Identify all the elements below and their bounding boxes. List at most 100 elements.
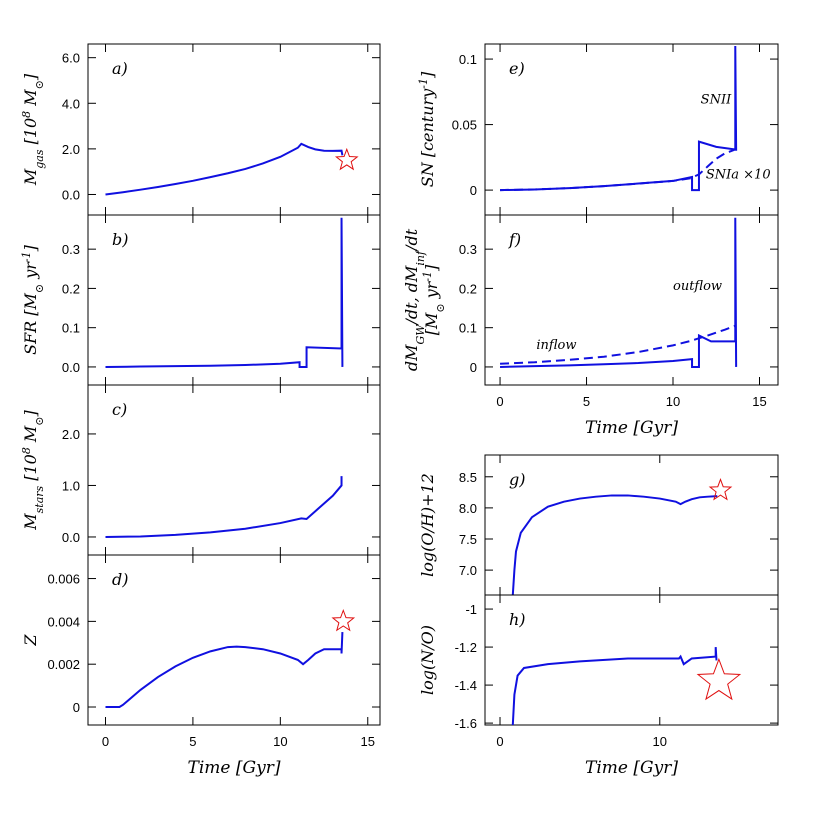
x-axis-label: Time [Gyr] [188, 758, 281, 778]
y-tick-label: 4.0 [62, 96, 80, 111]
y-axis-label: SN [century-1] [417, 71, 438, 187]
y-tick-label: 0 [73, 700, 80, 715]
x-tick-label: 0 [102, 734, 109, 749]
y-axis-label-part: SFR [M [21, 292, 40, 354]
y-tick-label: 0.0 [62, 187, 80, 202]
y-tick-label: 0.3 [459, 242, 477, 257]
y-axis-label-part: ⊙ [33, 80, 46, 89]
y-axis-label-part: Z [21, 634, 40, 647]
y-tick-label: 0 [470, 360, 477, 375]
data-line [500, 148, 736, 192]
y-axis-label-part: M [21, 425, 40, 447]
y-tick-label: -1.6 [455, 716, 477, 731]
data-line [511, 647, 718, 726]
y-axis-label-part: [10 [21, 118, 40, 150]
y-axis-label-part: log(N/O) [418, 625, 437, 695]
panel-label: h) [509, 610, 526, 629]
y-axis-label-part: gas [33, 149, 46, 169]
y-axis-label-part: /dt [402, 228, 421, 253]
y-tick-label: -1 [465, 602, 477, 617]
observation-star [331, 608, 356, 632]
panel-label: b) [112, 230, 128, 249]
panel-frame [484, 454, 779, 596]
y-axis-label: log(N/O) [418, 625, 437, 695]
y-axis-label-part: SN [century [418, 88, 437, 187]
y-tick-label: 2.0 [62, 142, 80, 157]
y-axis-label-part: 8 [20, 447, 33, 454]
data-line [105, 142, 344, 196]
y-tick-label: 0.05 [452, 118, 477, 133]
data-line [105, 632, 344, 709]
panel-label: a) [112, 59, 128, 78]
panel-label: c) [112, 400, 127, 419]
x-axis-label: Time [Gyr] [585, 758, 678, 778]
y-axis-label-part: -1 [417, 78, 430, 89]
data-line [105, 217, 344, 368]
y-axis-label-part: ] [21, 409, 40, 417]
y-tick-label: 0.3 [62, 242, 80, 257]
y-axis-label-part: 8 [20, 111, 33, 118]
y-tick-label: 8.0 [459, 501, 477, 516]
panel-frame [87, 554, 381, 726]
y-tick-label: -1.4 [455, 678, 477, 693]
y-axis-label-part: /dt, dM [402, 265, 421, 326]
y-tick-label: 0.2 [459, 281, 477, 296]
panel-label: e) [509, 59, 525, 78]
y-axis-label-part: ⊙ [33, 416, 46, 425]
y-axis-label-part: yr [422, 280, 441, 303]
y-axis-label-part: ] [422, 264, 441, 272]
x-tick-label: 15 [361, 734, 375, 749]
x-tick-label: 10 [653, 734, 667, 749]
panel-frame [484, 214, 779, 386]
y-axis-label-part: GW [414, 323, 427, 345]
y-axis-label-part: M [21, 89, 40, 111]
panel-label: d) [112, 570, 128, 589]
y-tick-label: 7.5 [459, 532, 477, 547]
y-tick-label: 0.1 [459, 52, 477, 67]
y-axis-label: Mstars [108 M⊙] [20, 409, 46, 530]
y-axis-label-part: M [21, 513, 40, 531]
y-axis-label-part: [10 [21, 454, 40, 486]
y-tick-label: 6.0 [62, 51, 80, 66]
x-tick-label: 5 [189, 734, 196, 749]
annotation: inflow [536, 338, 576, 353]
data-line [500, 324, 736, 365]
y-axis-label: SFR [M⊙ yr-1] [20, 244, 46, 355]
y-tick-label: 0.2 [62, 281, 80, 296]
y-axis-label-part: inf [414, 249, 427, 266]
panel-frame [87, 214, 381, 386]
x-axis-label: Time [Gyr] [585, 418, 678, 438]
data-line [500, 45, 738, 192]
panel-frame [484, 594, 779, 726]
y-tick-label: -1.2 [455, 640, 477, 655]
observation-star [696, 657, 742, 701]
annotation: outflow [673, 279, 722, 294]
y-axis-label: [M⊙ yr-1] [421, 264, 447, 335]
y-axis-label: dMGW/dt, dMinf/dt [402, 228, 427, 371]
y-tick-label: 0.002 [47, 657, 80, 672]
y-tick-label: 0.0 [62, 530, 80, 545]
y-axis-label: Mgas [108 M⊙] [20, 73, 46, 186]
y-axis-label-part: ] [418, 71, 437, 79]
y-tick-label: 7.0 [459, 563, 477, 578]
y-axis-label-part: stars [33, 486, 46, 514]
x-tick-label: 5 [583, 394, 590, 409]
y-axis-label: log(O/H)+12 [418, 473, 437, 577]
data-line [500, 217, 738, 368]
y-tick-label: 8.5 [459, 470, 477, 485]
y-tick-label: 0 [470, 183, 477, 198]
y-tick-label: 0.006 [47, 572, 80, 587]
x-tick-label: 15 [752, 394, 766, 409]
y-tick-label: 0.1 [62, 321, 80, 336]
y-tick-label: 0.1 [459, 321, 477, 336]
data-line [511, 494, 718, 596]
panel-label: f) [508, 230, 521, 249]
y-axis-label-part: -1 [20, 251, 33, 262]
annotation: SNII [701, 93, 732, 108]
y-axis-label-part: -1 [421, 271, 434, 282]
y-axis-label-part: log(O/H)+12 [418, 473, 437, 577]
y-tick-label: 1.0 [62, 478, 80, 493]
y-axis-label-part: M [21, 168, 40, 186]
x-tick-label: 10 [273, 734, 287, 749]
